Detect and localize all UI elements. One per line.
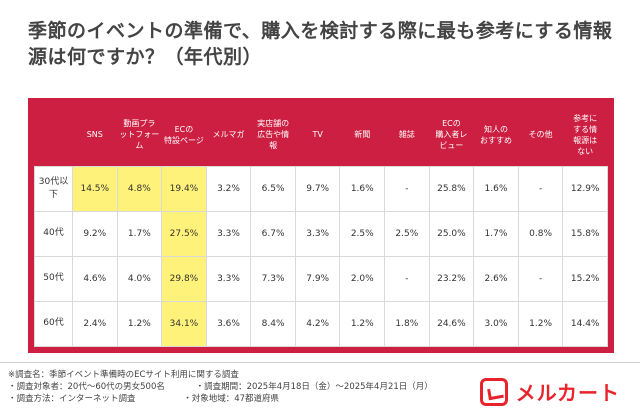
table-cell: 9.7% xyxy=(294,165,341,212)
table-cell: 23.2% xyxy=(428,255,475,302)
survey-region: ・対象地域：47都道府県 xyxy=(183,394,280,404)
table-cell: 14.5% xyxy=(72,165,118,212)
column-header: 雑誌 xyxy=(384,104,430,166)
table-cell: 1.8% xyxy=(384,300,430,348)
survey-period: ・調査期間：2025年4月18日（金）〜2025年4月21日（月） xyxy=(195,382,433,392)
brand-logo: メルカート xyxy=(479,377,620,406)
table-cell: 3.0% xyxy=(473,300,519,348)
table-cell: 1.2% xyxy=(339,300,386,348)
table-cell: 1.2% xyxy=(517,300,564,348)
table-cell: 25.0% xyxy=(428,210,475,257)
table-cell: 3.2% xyxy=(205,165,252,212)
row-label: 40代 xyxy=(34,210,73,257)
table-cell: 2.0% xyxy=(339,255,386,302)
brand-mark-icon xyxy=(479,377,508,406)
table-cell: 1.6% xyxy=(473,165,519,212)
column-header: 動画プラ ットフォーム xyxy=(117,104,162,166)
table-cell: 15.2% xyxy=(562,255,608,302)
table-cell: 4.8% xyxy=(116,165,163,212)
table-row: 60代 2.4% 1.2% 34.1% 3.6% 8.4% 4.2% 1.2% 1.8% 24.6… xyxy=(34,300,608,348)
row-label: 30代以 下 xyxy=(34,165,73,212)
brand-name: メルカート xyxy=(515,381,620,405)
column-header: 参考に する情 報源は ない xyxy=(562,104,608,166)
table-row: 50代 4.6% 4.0% 29.8% 3.3% 7.3% 7.9% 2.0% -23.2% 2.… xyxy=(34,255,608,302)
table-cell: 7.3% xyxy=(250,255,296,302)
table-cell: 24.6% xyxy=(428,300,475,348)
table-cell: - xyxy=(517,165,564,212)
column-header: 実店舗の 広告や情 報 xyxy=(250,104,296,166)
column-header: 知人の おすすめ xyxy=(473,104,519,166)
table-cell: 19.4% xyxy=(161,165,207,212)
table-row: 30代以 下 14.5% 4.8% 19.4% 3.2% 6.5% 9.7% 1.6% -25.… xyxy=(34,165,608,212)
table-cell: 3.3% xyxy=(205,255,252,302)
table-cell: 9.2% xyxy=(72,210,118,257)
page-title: 季節のイベントの準備で、購入を検討する際に最も参考にする情報源は何ですか？（年代… xyxy=(28,20,613,68)
table-cell: 8.4% xyxy=(250,300,296,348)
survey-name: ※調査名：季節イベント準備時のECサイト利用に関する調査 xyxy=(8,370,239,380)
survey-subjects: ・調査対象者：20代〜60代の男女500名 xyxy=(8,382,165,392)
table-cell: 2.5% xyxy=(384,210,430,257)
column-header: メルマガ xyxy=(206,104,251,166)
table-cell: 29.8% xyxy=(161,255,207,302)
table-cell: 2.5% xyxy=(339,210,386,257)
table-cell: 6.7% xyxy=(250,210,296,257)
table-cell: - xyxy=(517,255,564,302)
table-cell: 1.7% xyxy=(473,210,519,257)
column-header: ECの 購入者レ ビュー xyxy=(429,104,474,166)
table-cell: 2.4% xyxy=(72,300,118,348)
table-cell: 4.0% xyxy=(116,255,163,302)
table-corner-cell xyxy=(34,104,73,166)
table-cell: 27.5% xyxy=(161,210,207,257)
table-cell: 3.6% xyxy=(205,300,252,348)
table-cell: 15.8% xyxy=(562,210,608,257)
table-cell: 14.4% xyxy=(562,300,608,348)
survey-method: ・調査方法：インターネット調査 xyxy=(8,394,136,404)
survey-table: SNS 動画プラ ットフォーム ECの 特設ページ メルマガ 実店舗の 広告や情 報 TV… xyxy=(34,104,608,348)
table-cell: 2.6% xyxy=(473,255,519,302)
column-header: 新聞 xyxy=(339,104,385,166)
footer: ※調査名：季節イベント準備時のECサイト利用に関する調査 ・調査対象者：20代〜… xyxy=(0,362,640,420)
column-header: ECの 特設ページ xyxy=(161,104,207,166)
table-cell: 3.3% xyxy=(294,210,341,257)
table-cell: - xyxy=(384,165,430,212)
survey-table-panel: SNS 動画プラ ットフォーム ECの 特設ページ メルマガ 実店舗の 広告や情 報 TV… xyxy=(28,98,614,353)
column-header: SNS xyxy=(72,104,118,166)
table-cell: 4.6% xyxy=(72,255,118,302)
table-header-row: SNS 動画プラ ットフォーム ECの 特設ページ メルマガ 実店舗の 広告や情 報 TV… xyxy=(34,104,608,166)
table-cell: 12.9% xyxy=(562,165,608,212)
table-cell: 34.1% xyxy=(161,300,207,348)
table-cell: 25.8% xyxy=(428,165,475,212)
table-cell: 1.7% xyxy=(116,210,163,257)
table-cell: 0.8% xyxy=(517,210,564,257)
table-cell: - xyxy=(384,255,430,302)
column-header: その他 xyxy=(518,104,563,166)
row-label: 60代 xyxy=(34,300,73,348)
table-cell: 1.6% xyxy=(339,165,386,212)
column-header: TV xyxy=(295,104,340,166)
table-cell: 3.3% xyxy=(205,210,252,257)
table-cell: 6.5% xyxy=(250,165,296,212)
table-cell: 1.2% xyxy=(116,300,163,348)
survey-notes: ※調査名：季節イベント準備時のECサイト利用に関する調査 ・調査対象者：20代〜… xyxy=(8,369,461,405)
table-cell: 4.2% xyxy=(294,300,341,348)
table-row: 40代 9.2% 1.7% 27.5% 3.3% 6.7% 3.3% 2.5% 2.5% 25.0… xyxy=(34,210,608,257)
row-label: 50代 xyxy=(34,255,73,302)
table-cell: 7.9% xyxy=(294,255,341,302)
